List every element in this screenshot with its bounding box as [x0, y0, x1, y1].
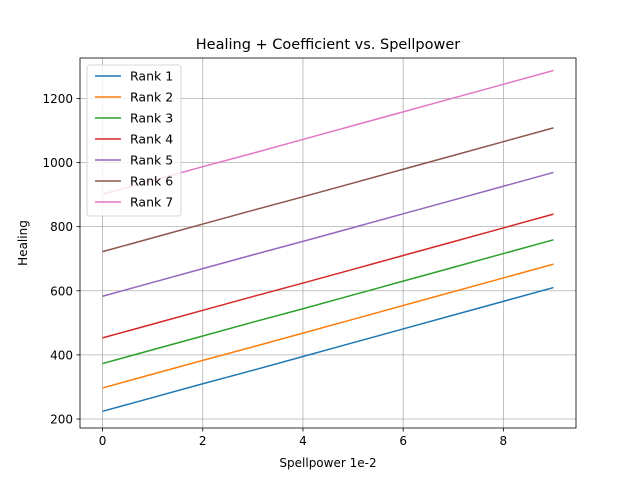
y-tick-label: 1000: [42, 156, 73, 170]
legend-label: Rank 1: [130, 69, 173, 84]
chart-title: Healing + Coefficient vs. Spellpower: [196, 37, 460, 53]
x-tick-label: 6: [399, 434, 407, 448]
series-line-6: [102, 127, 554, 253]
x-tick-label: 4: [299, 434, 307, 448]
y-tick-label: 600: [50, 284, 73, 298]
grid-lines: [80, 58, 576, 428]
series-line-1: [102, 286, 554, 413]
series-line-3: [102, 239, 554, 365]
y-tick-label: 200: [50, 413, 73, 427]
y-tick-label: 800: [50, 220, 73, 234]
legend-label: Rank 5: [130, 153, 173, 168]
x-tick-label: 0: [99, 434, 107, 448]
x-tick-label: 2: [199, 434, 207, 448]
legend-label: Rank 4: [130, 132, 173, 147]
y-tick-label: 1200: [42, 92, 73, 106]
series-line-4: [102, 213, 554, 339]
series-line-2: [102, 263, 554, 389]
legend: Rank 1 Rank 2 Rank 3 Rank 4 Rank 5 Rank 6 Rank…: [86, 64, 182, 217]
x-axis-label: Spellpower 1e-2: [279, 456, 376, 470]
x-tick-label: 8: [500, 434, 508, 448]
legend-label: Rank 2: [130, 90, 173, 105]
legend-label: Rank 3: [130, 111, 173, 126]
legend-label: Rank 6: [130, 174, 173, 189]
y-axis-label: Healing: [16, 220, 30, 266]
legend-box: [86, 64, 182, 217]
plot-frame: [79, 57, 577, 429]
series-line-5: [102, 171, 554, 297]
legend-label: Rank 7: [130, 195, 173, 210]
y-tick-label: 400: [50, 348, 73, 362]
axis-ticks: 0 2 4 6 8 200 400 600 800 1000 1200: [42, 92, 507, 448]
